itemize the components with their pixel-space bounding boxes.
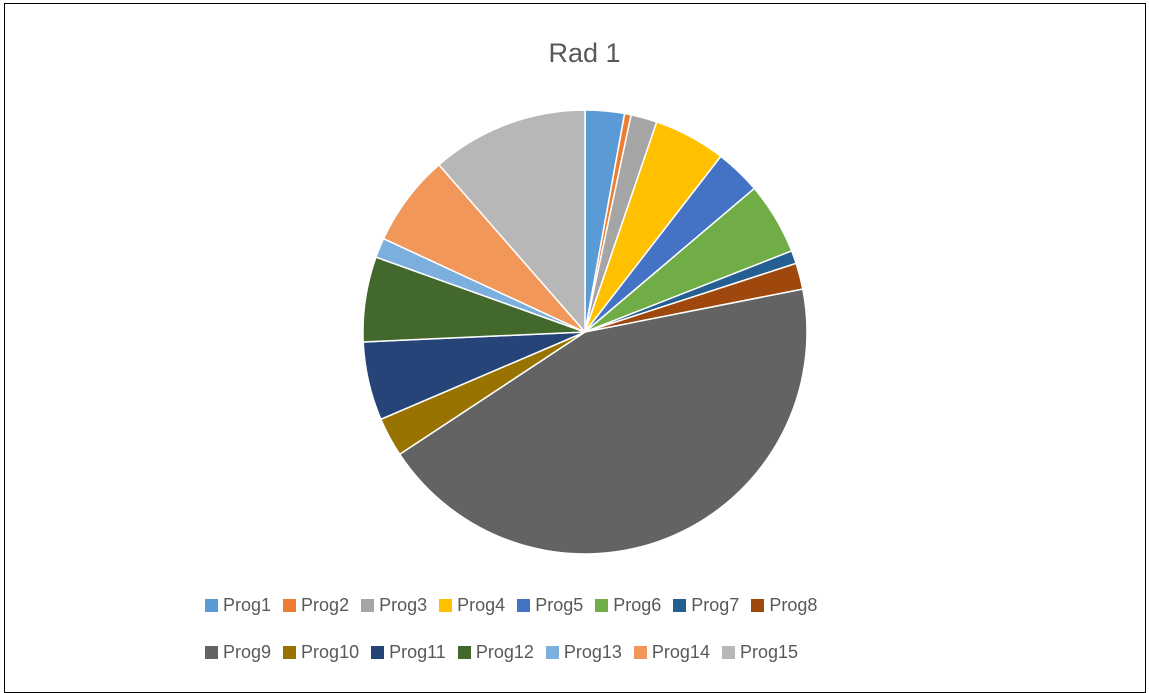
legend-item-prog5: Prog5 xyxy=(517,595,583,616)
legend-item-prog15: Prog15 xyxy=(721,641,798,663)
legend-item-prog3: Prog3 xyxy=(361,595,427,616)
legend-item-prog13: Prog13 xyxy=(545,641,622,663)
legend-swatch xyxy=(673,598,687,612)
legend-swatch xyxy=(439,598,453,612)
legend-label: Prog15 xyxy=(739,641,798,662)
legend-label: Prog13 xyxy=(563,641,622,662)
legend-item-prog9: Prog9 xyxy=(205,642,271,663)
legend-label: Prog10 xyxy=(301,641,360,662)
legend-item-prog2: Prog2 xyxy=(283,595,349,616)
legend-swatch xyxy=(751,598,765,612)
legend-label: Prog7 xyxy=(691,594,740,615)
legend-swatch xyxy=(517,598,531,612)
legend-swatch xyxy=(595,598,609,612)
legend-item-prog14: Prog14 xyxy=(633,641,710,663)
legend-label: Prog6 xyxy=(613,594,662,615)
legend-swatch xyxy=(283,598,297,612)
legend-item-prog7: Prog7 xyxy=(673,595,739,616)
pie-slice-prog15 xyxy=(438,109,586,333)
legend-label: Prog11 xyxy=(389,641,446,662)
legend-label: Prog12 xyxy=(475,641,534,662)
legend-label: Prog14 xyxy=(651,641,710,662)
legend-item-prog12: Prog12 xyxy=(457,641,534,663)
legend-item-prog1: Prog1 xyxy=(205,595,271,616)
pie-slice-prog9 xyxy=(398,288,808,555)
legend-item-prog6: Prog6 xyxy=(595,595,661,616)
legend-swatch xyxy=(205,645,218,659)
legend-swatch xyxy=(371,645,385,659)
legend-swatch xyxy=(721,645,735,659)
legend-label: Prog5 xyxy=(535,594,584,615)
legend-row: Prog9 Prog10 Prog11 Prog12 Prog13 Prog14 Prog1… xyxy=(205,637,965,667)
legend-swatch xyxy=(205,598,218,612)
legend-swatch xyxy=(545,645,559,659)
legend-item-prog4: Prog4 xyxy=(439,595,505,616)
legend-swatch xyxy=(633,645,647,659)
chart-title: Rad 1 xyxy=(548,38,621,68)
legend-item-prog8: Prog8 xyxy=(751,595,817,616)
legend-label: Prog3 xyxy=(379,594,428,615)
legend-item-prog10: Prog10 xyxy=(283,642,359,663)
legend-item-prog11: Prog11 xyxy=(371,642,446,663)
legend-label: Prog1 xyxy=(223,594,272,615)
legend-label: Prog2 xyxy=(301,594,350,615)
legend-swatch xyxy=(457,645,471,659)
legend-label: Prog8 xyxy=(769,594,818,615)
legend: Prog1 Prog2 Prog3 Prog4 Prog5 Prog6 Prog7 Prog8… xyxy=(205,590,965,684)
legend-label: Prog4 xyxy=(457,594,506,615)
pie-chart xyxy=(362,109,808,555)
legend-label: Prog9 xyxy=(223,641,272,662)
legend-swatch xyxy=(283,645,297,659)
legend-row: Prog1 Prog2 Prog3 Prog4 Prog5 Prog6 Prog7 Prog8 xyxy=(205,590,965,620)
legend-swatch xyxy=(361,598,375,612)
